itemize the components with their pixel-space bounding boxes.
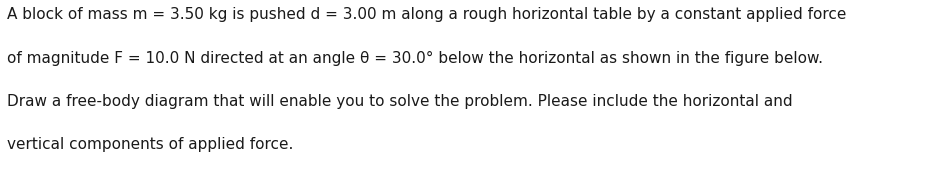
Text: of magnitude F = 10.0 N directed at an angle θ = 30.0° below the horizontal as s: of magnitude F = 10.0 N directed at an a…: [7, 51, 824, 66]
Text: Draw a free-body diagram that will enable you to solve the problem. Please inclu: Draw a free-body diagram that will enabl…: [7, 94, 793, 109]
Text: vertical components of applied force.: vertical components of applied force.: [7, 137, 294, 152]
Text: A block of mass m = 3.50 kg is pushed d = 3.00 m along a rough horizontal table : A block of mass m = 3.50 kg is pushed d …: [7, 7, 847, 22]
